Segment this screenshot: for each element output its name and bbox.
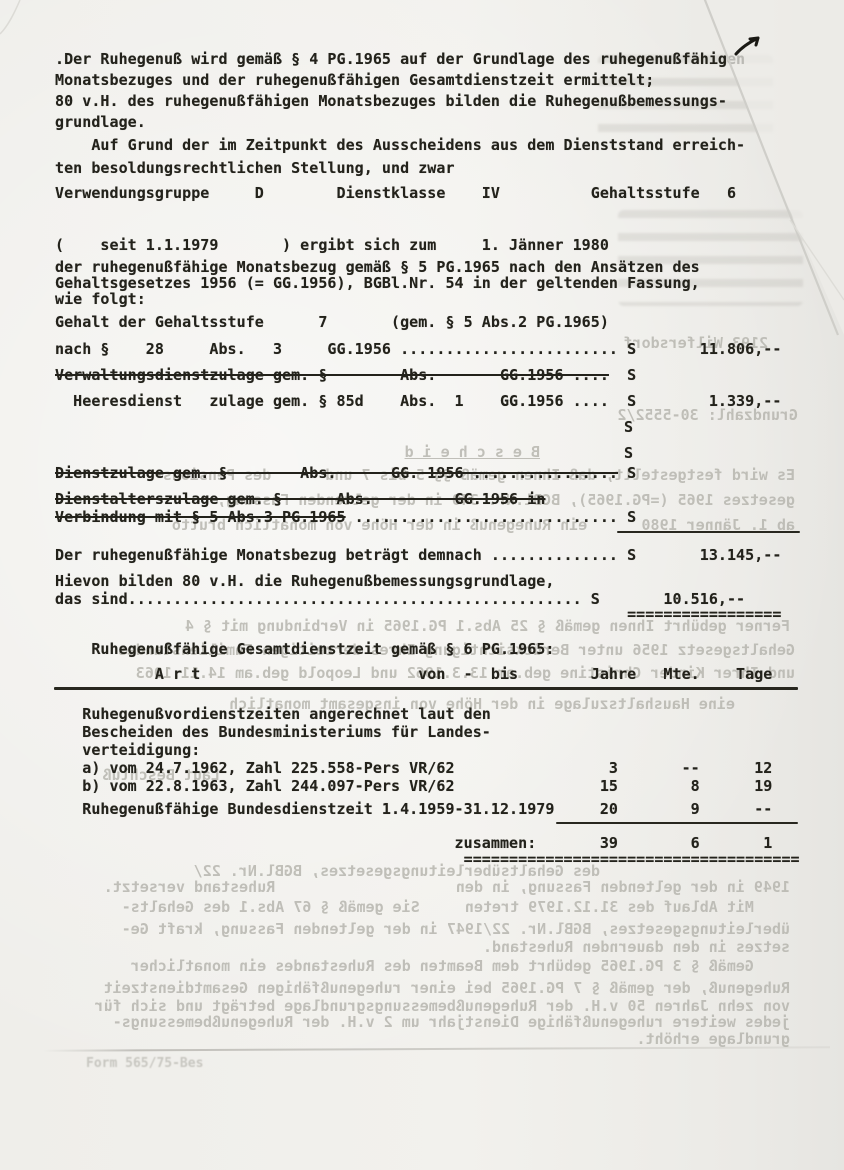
bleed-through-text: Ruhegenuß, der gemäß § 7 PG.1965 bei ein… <box>103 979 790 997</box>
table-row-bundesdienstzeit: Ruhegenußfähige Bundesdienstzeit 1.4.195… <box>55 800 773 818</box>
amount-currency-label: S <box>624 418 634 436</box>
amount-row-monatsbezug-total: Der ruhegenußfähige Monatsbezug beträgt … <box>55 546 782 564</box>
doc-line: 80 v.H. des ruhegenußfähigen Monatsbezug… <box>55 92 727 110</box>
table-header-row: A r t von - bis Jahre Mte. Tage <box>55 665 773 683</box>
table-row-total: zusammen: 39 6 1 <box>55 834 773 852</box>
doc-line: ten besoldungsrechtlichen Stellung, und … <box>55 159 455 177</box>
amount-row-dienstzulage: Dienstzulage gem. § Abs. GG. 1956 ......… <box>55 464 636 482</box>
corner-crease-line <box>0 0 21 35</box>
doc-line: Gehalt der Gehaltsstufe 7 (gem. § 5 Abs.… <box>55 313 609 331</box>
doc-line-dates: ( seit 1.1.1979 ) ergibt sich zum 1. Jän… <box>55 236 609 254</box>
amount-row-heeresdienstzulage: Heeresdienst zulage gem. § 85d Abs. 1 GG… <box>55 392 782 410</box>
bleed-through-text: B e s c h e i d <box>404 443 540 461</box>
table-row-vordienstzeit-a: a) vom 24.7.1962, Zahl 225.558-Pers VR/6… <box>55 759 773 777</box>
amount-row-verbindung: Verbindung mit § 5 Abs.3 PG.1965 .......… <box>55 508 636 526</box>
bleed-through-text: jedes weitere ruhegenußfähige Dienstjahr… <box>112 1013 790 1031</box>
doc-line: .Der Ruhegenuß wird gemäß § 4 PG.1965 au… <box>55 50 746 68</box>
table-row: verteidigung: <box>55 741 201 759</box>
double-underline-typed: ================= <box>55 605 782 623</box>
doc-line: wie folgt: <box>55 290 146 308</box>
dotted-leader: ............................. S <box>345 508 637 526</box>
section-heading-gesamtdienstzeit: Ruhegenußfähige Gesamtdienstzeit gemäß §… <box>55 640 555 658</box>
doc-line: grundlage. <box>55 113 146 131</box>
bleed-through-text: Mit Ablauf des 31.12.1979 treten Sie gem… <box>121 898 790 916</box>
struck-text: Verwaltungsdienstzulage gem. § Abs. GG.1… <box>55 366 609 384</box>
bleed-through-text: setzes in den dauernden Ruhestand. <box>482 938 790 956</box>
table-row-vordienstzeit-b: b) vom 22.8.1963, Zahl 244.097-Pers VR/6… <box>55 777 773 795</box>
doc-line: Monatsbezuges und der ruhegenußfähigen G… <box>55 71 655 89</box>
doc-line-grade: Verwendungsgruppe D Dienstklasse IV Geha… <box>55 184 737 202</box>
struck-text: Verbindung mit § 5 Abs.3 PG.1965 <box>55 508 346 526</box>
amount-row-dienstalterszulage: Dienstalterszulage gem. § Abs. GG.1956 i… <box>55 490 545 508</box>
table-row: Ruhegenußvordienstzeiten angerechnet lau… <box>55 705 491 723</box>
doc-line: Auf Grund der im Zeitpunkt des Ausscheid… <box>55 136 746 154</box>
amount-currency-label: S <box>624 444 634 462</box>
amount-row-gehalt: nach § 28 Abs. 3 GG.1956 ...............… <box>55 340 782 358</box>
table-row: Bescheiden des Bundesministeriums für La… <box>55 723 491 741</box>
table-header-rule <box>54 687 798 690</box>
amount-row-verwaltungsdienstzulage: Verwaltungsdienstzulage gem. § Abs. GG.1… <box>55 366 636 384</box>
bleed-through-text: 1949 in der geltenden Fassung, in den Ru… <box>103 878 790 896</box>
doc-line: Hievon bilden 80 v.H. die Ruhegenußbemes… <box>55 572 555 590</box>
bleed-through-text: Gemäß § 3 PG.1965 gebührt dem Beamten de… <box>130 957 790 975</box>
bleed-through-text: überleitungsgesetzes, BGBl.Nr. 22/1947 i… <box>121 920 790 938</box>
table-sum-rule <box>556 822 798 824</box>
amount-row-bemessungsgrundlage: das sind................................… <box>55 590 746 608</box>
bleed-through-text: grundlage erhöht. <box>636 1030 790 1048</box>
struck-text: Dienstalterszulage gem. § Abs. GG.1956 i… <box>55 490 546 508</box>
doc-line: Gehaltsgesetzes 1956 (= GG.1956), BGBl.N… <box>55 274 700 292</box>
double-underline-typed: ===================================== <box>55 850 800 868</box>
form-number-note: Form 565/75-Bes <box>86 1056 204 1071</box>
sum-divider-rule <box>617 531 800 533</box>
struck-text: Dienstzulage gem. § Abs. GG. 1956 ......… <box>55 464 619 482</box>
amount-currency-label: S <box>618 464 637 482</box>
doc-line: der ruhegenußfähige Monatsbezug gemäß § … <box>55 258 700 276</box>
amount-currency-label: S <box>608 366 637 384</box>
